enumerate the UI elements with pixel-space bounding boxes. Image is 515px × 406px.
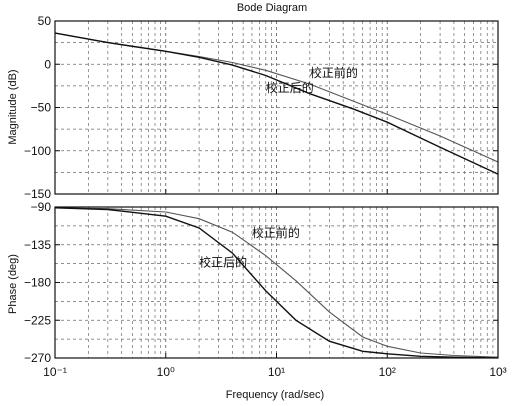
magnitude-axis-label: Magnitude (dB) xyxy=(7,69,19,144)
y-tick-label: −225 xyxy=(24,313,51,327)
y-tick-label: −100 xyxy=(24,144,51,158)
y-tick-label: 0 xyxy=(44,57,51,71)
y-tick-label: 50 xyxy=(38,14,52,28)
y-tick-label: −135 xyxy=(24,238,51,252)
x-tick-label: 10⁻¹ xyxy=(43,365,67,379)
y-tick-label: −270 xyxy=(24,351,51,365)
y-tick-label: −90 xyxy=(31,200,52,214)
frequency-axis-label: Frequency (rad/sec) xyxy=(226,389,324,401)
phase-axis-label: Phase (deg) xyxy=(7,254,19,314)
series-line-before-correction xyxy=(55,207,498,358)
series-annotation: 校正前的 xyxy=(252,225,300,240)
series-line-after-correction xyxy=(55,207,498,358)
series-annotation: 校正后的 xyxy=(199,255,247,270)
y-tick-label: −150 xyxy=(24,187,51,201)
y-tick-label: −50 xyxy=(31,101,52,115)
x-tick-label: 10¹ xyxy=(268,365,285,379)
series-line-after-correction xyxy=(55,32,498,175)
chart-title: Bode Diagram xyxy=(237,2,307,14)
x-tick-label: 10⁰ xyxy=(157,365,175,379)
x-tick-label: 10² xyxy=(379,365,396,379)
y-tick-label: −180 xyxy=(24,276,51,290)
series-annotation: 校正前的 xyxy=(310,65,358,80)
series-annotation: 校正后的 xyxy=(266,80,314,95)
x-tick-label: 10³ xyxy=(489,365,506,379)
